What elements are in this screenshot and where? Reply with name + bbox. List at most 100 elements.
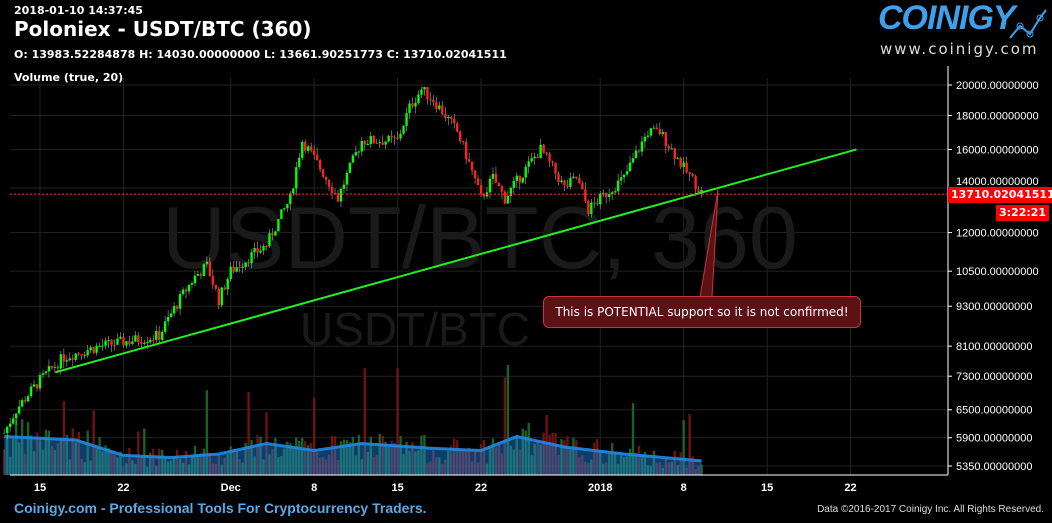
candle	[536, 156, 539, 159]
volume-bar	[193, 445, 197, 475]
volume-bar	[339, 441, 343, 475]
volume-bar	[524, 430, 527, 475]
volume-bar	[438, 457, 441, 475]
candle	[190, 283, 194, 285]
volume-bar	[670, 461, 673, 475]
candle	[193, 275, 197, 284]
volume-bar	[607, 453, 611, 475]
candle	[673, 148, 676, 159]
candle	[634, 150, 638, 159]
volume-bar	[152, 448, 155, 475]
candle	[98, 345, 101, 347]
candle	[527, 161, 530, 167]
candle	[113, 344, 116, 346]
volume-bar	[488, 446, 492, 475]
volume-bar	[160, 449, 164, 475]
volume-bar	[47, 430, 51, 475]
candle	[265, 245, 268, 247]
candle	[497, 182, 501, 187]
candle	[116, 338, 119, 345]
volume-bar	[163, 456, 167, 475]
candle	[566, 185, 569, 187]
volume-bar	[572, 437, 575, 475]
candle	[515, 175, 518, 181]
volume-indicator-label[interactable]: Volume (true, 20)	[14, 71, 124, 84]
candle	[83, 355, 86, 357]
candle	[679, 157, 682, 168]
volume-bar	[175, 449, 179, 475]
volume-bar	[226, 454, 229, 475]
candle	[399, 133, 402, 139]
candle	[610, 192, 614, 195]
candle	[640, 141, 644, 152]
candle	[59, 354, 63, 369]
candle	[122, 336, 125, 346]
volume-bar	[676, 464, 679, 475]
candle	[131, 341, 134, 344]
candle-countdown: 3:22:21	[996, 205, 1050, 221]
volume-bar	[140, 456, 143, 475]
candle	[551, 161, 554, 163]
volume-bar	[566, 436, 569, 475]
y-tick-label: 8100.00000000	[956, 341, 1032, 353]
volume-bar	[3, 449, 6, 475]
volume-bar	[640, 455, 644, 475]
candle	[143, 342, 146, 344]
candle	[646, 135, 650, 137]
candle	[128, 341, 131, 344]
volume-bar	[569, 447, 572, 475]
candle	[241, 266, 244, 268]
candle	[172, 306, 176, 314]
volume-bar	[315, 452, 319, 475]
volume-bar	[74, 442, 77, 475]
volume-bar	[360, 459, 364, 475]
volume-bar	[327, 454, 331, 475]
volume-bar	[518, 449, 521, 475]
volume-bar	[187, 464, 191, 475]
ohlc-readout: O: 13983.52284878 H: 14030.00000000 L: 1…	[14, 48, 507, 61]
volume-bar	[378, 433, 381, 475]
candle	[77, 353, 80, 355]
annotation-callout[interactable]: This is POTENTIAL support so it is not c…	[543, 296, 861, 328]
volume-bar	[116, 457, 119, 475]
volume-bar	[536, 439, 539, 475]
candle	[518, 175, 521, 183]
candle	[44, 371, 48, 374]
trendline	[55, 148, 857, 374]
candle	[655, 127, 659, 129]
candle	[80, 354, 83, 356]
candle	[593, 202, 596, 204]
volume-bar	[11, 436, 15, 475]
candle	[411, 103, 414, 107]
volume-bar	[304, 441, 307, 475]
volume-bar	[312, 397, 316, 475]
volume-bar	[262, 459, 265, 475]
candle	[500, 186, 504, 192]
candle	[137, 335, 140, 343]
candle	[476, 178, 480, 186]
candle	[11, 418, 15, 424]
candle	[301, 141, 304, 158]
volume-bar	[381, 435, 384, 475]
volume-bar	[634, 453, 638, 475]
candle	[235, 267, 238, 272]
candle	[479, 185, 483, 195]
volume-bar	[53, 450, 57, 475]
candle	[62, 354, 66, 362]
candle	[65, 360, 69, 362]
candle	[387, 135, 390, 142]
candle	[384, 141, 387, 145]
candle	[607, 194, 611, 197]
volume-bar	[700, 464, 703, 475]
volume-bar	[467, 447, 471, 475]
volume-bar	[128, 447, 131, 475]
candle	[6, 426, 9, 433]
candle	[420, 89, 423, 95]
candle	[429, 98, 432, 100]
volume-bar	[375, 455, 378, 475]
candle	[563, 180, 566, 186]
candle	[596, 202, 599, 205]
footer-tagline[interactable]: Coinigy.com - Professional Tools For Cry…	[14, 500, 427, 516]
volume-bar	[330, 435, 334, 475]
